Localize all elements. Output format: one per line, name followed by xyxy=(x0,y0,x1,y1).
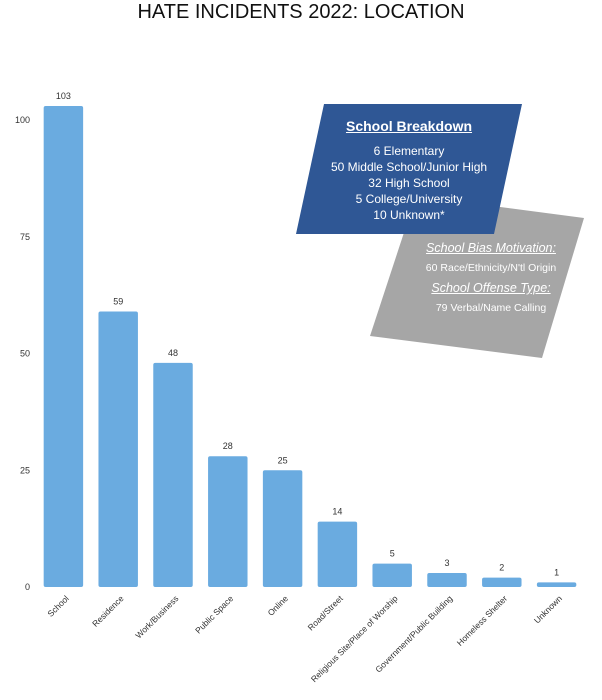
bar xyxy=(208,456,248,587)
data-label: 28 xyxy=(223,441,233,451)
school-breakdown-heading: School Breakdown xyxy=(345,118,473,134)
bias-motivation-value: 60 Race/Ethnicity/N'tl Origin xyxy=(425,262,557,274)
x-tick-label: Residence xyxy=(90,593,126,629)
data-label: 25 xyxy=(278,455,288,465)
y-tick-label: 0 xyxy=(25,582,30,592)
data-label: 3 xyxy=(444,558,449,568)
data-label: 1 xyxy=(554,567,559,577)
school-breakdown-shape xyxy=(296,104,522,234)
school-breakdown-line: 5 College/University xyxy=(355,192,463,206)
x-tick-label: Work/Business xyxy=(133,593,180,640)
x-tick-label: Road/Street xyxy=(306,593,346,633)
bar xyxy=(153,362,193,587)
x-tick-label: School xyxy=(45,593,71,619)
school-details-background xyxy=(370,196,584,358)
bar xyxy=(427,572,467,587)
offense-type-value: 79 Verbal/Name Calling xyxy=(435,302,547,314)
bar xyxy=(317,521,358,587)
data-label: 103 xyxy=(56,91,71,101)
x-tick-label: Religious Site/Place of Worship xyxy=(309,593,400,684)
school-breakdown-line: 32 High School xyxy=(368,176,450,190)
school-breakdown-callout: School Breakdown 6 Elementary 50 Middle … xyxy=(296,104,522,234)
y-tick-label: 25 xyxy=(20,465,30,475)
bar xyxy=(536,582,577,587)
school-details-shape xyxy=(370,196,584,358)
offense-type-heading: School Offense Type: xyxy=(431,281,551,295)
y-tick-label: 50 xyxy=(20,349,30,359)
school-breakdown-line: 6 Elementary xyxy=(373,144,445,158)
x-tick-label: Online xyxy=(266,593,291,618)
bar xyxy=(372,563,412,587)
chart-title: HATE INCIDENTS 2022: LOCATION xyxy=(137,1,465,23)
school-breakdown-background xyxy=(296,104,522,234)
bias-motivation-heading: School Bias Motivation: xyxy=(426,241,556,255)
school-breakdown-line: 10 Unknown* xyxy=(373,208,445,222)
data-label: 48 xyxy=(168,348,178,358)
y-tick-label: 100 xyxy=(15,115,30,125)
x-tick-label: Public Space xyxy=(193,593,235,635)
school-details-callout: School Bias Motivation: 60 Race/Ethnicit… xyxy=(370,196,584,358)
y-tick-label: 75 xyxy=(20,232,30,242)
bar xyxy=(43,105,84,588)
data-label: 5 xyxy=(390,549,395,559)
bar xyxy=(482,577,522,587)
school-breakdown-line: 50 Middle School/Junior High xyxy=(330,160,488,174)
x-tick-label: Homeless Shelter xyxy=(455,593,510,648)
data-label: 2 xyxy=(499,563,504,573)
x-tick-label: Unknown xyxy=(532,593,564,625)
data-label: 14 xyxy=(332,507,342,517)
bar xyxy=(262,470,303,587)
bar xyxy=(98,311,138,587)
data-label: 59 xyxy=(113,296,123,306)
